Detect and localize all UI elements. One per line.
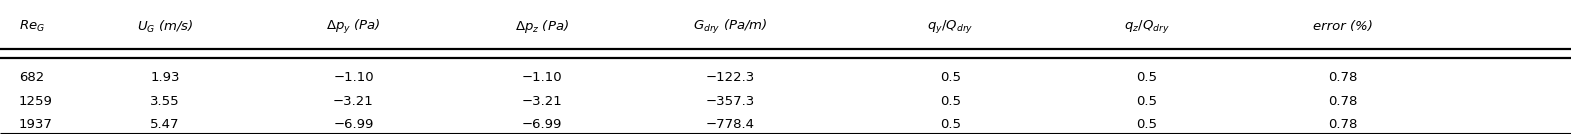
Text: −6.99: −6.99 bbox=[333, 118, 374, 131]
Text: $G_{dry}$ (Pa/m): $G_{dry}$ (Pa/m) bbox=[693, 18, 768, 36]
Text: −1.10: −1.10 bbox=[333, 71, 374, 84]
Text: −3.21: −3.21 bbox=[522, 95, 562, 108]
Text: −122.3: −122.3 bbox=[705, 71, 756, 84]
Text: 1.93: 1.93 bbox=[151, 71, 179, 84]
Text: 5.47: 5.47 bbox=[151, 118, 179, 131]
Text: −778.4: −778.4 bbox=[705, 118, 756, 131]
Text: −6.99: −6.99 bbox=[522, 118, 562, 131]
Text: 0.5: 0.5 bbox=[939, 71, 961, 84]
Text: 1259: 1259 bbox=[19, 95, 53, 108]
Text: $U_G$ (m/s): $U_G$ (m/s) bbox=[137, 19, 193, 35]
Text: −1.10: −1.10 bbox=[522, 71, 562, 84]
Text: 0.5: 0.5 bbox=[1136, 95, 1158, 108]
Text: −3.21: −3.21 bbox=[333, 95, 374, 108]
Text: 0.5: 0.5 bbox=[939, 95, 961, 108]
Text: 0.78: 0.78 bbox=[1329, 95, 1357, 108]
Text: 1937: 1937 bbox=[19, 118, 53, 131]
Text: 3.55: 3.55 bbox=[151, 95, 179, 108]
Text: 0.78: 0.78 bbox=[1329, 118, 1357, 131]
Text: $\Delta p_z$ (Pa): $\Delta p_z$ (Pa) bbox=[515, 18, 569, 35]
Text: $Re_G$: $Re_G$ bbox=[19, 19, 46, 34]
Text: 0.5: 0.5 bbox=[1136, 71, 1158, 84]
Text: −357.3: −357.3 bbox=[705, 95, 756, 108]
Text: 682: 682 bbox=[19, 71, 44, 84]
Text: $q_y/Q_{dry}$: $q_y/Q_{dry}$ bbox=[927, 18, 974, 35]
Text: 0.5: 0.5 bbox=[1136, 118, 1158, 131]
Text: error (%): error (%) bbox=[1313, 20, 1373, 33]
Text: $q_z/Q_{dry}$: $q_z/Q_{dry}$ bbox=[1123, 18, 1170, 35]
Text: $\Delta p_y$ (Pa): $\Delta p_y$ (Pa) bbox=[327, 18, 380, 36]
Text: 0.5: 0.5 bbox=[939, 118, 961, 131]
Text: 0.78: 0.78 bbox=[1329, 71, 1357, 84]
